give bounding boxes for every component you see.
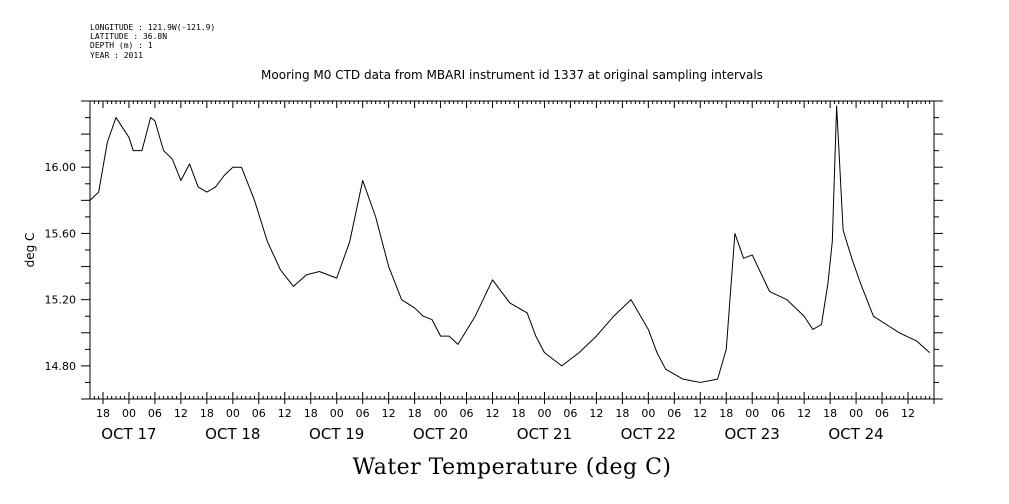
y-tick-label: 15.60 xyxy=(45,227,77,240)
x-day-label: OCT 21 xyxy=(517,425,572,443)
axis-ticks xyxy=(81,100,943,404)
x-day-label: OCT 20 xyxy=(413,425,468,443)
meta-longitude: LONGITUDE : 121.9W(-121.9) xyxy=(90,23,215,32)
x-hour-label: 12 xyxy=(278,407,292,420)
x-hour-label: 12 xyxy=(797,407,811,420)
x-hour-label: 00 xyxy=(537,407,551,420)
x-hour-label: 06 xyxy=(460,407,474,420)
x-hour-label: 00 xyxy=(434,407,448,420)
y-tick-labels: 16.00 15.60 15.20 14.80 xyxy=(45,161,77,373)
x-hour-label: 06 xyxy=(667,407,681,420)
meta-year: YEAR : 2011 xyxy=(90,51,143,60)
x-hour-label: 00 xyxy=(641,407,655,420)
x-hour-label: 06 xyxy=(563,407,577,420)
x-day-label: OCT 17 xyxy=(101,425,156,443)
x-hour-tick-labels: 18 00 06 12 18 00 06 12 18 00 06 12 18 00 06 12 18 00 06 12… xyxy=(96,407,915,420)
x-day-label: OCT 24 xyxy=(828,425,883,443)
x-hour-label: 18 xyxy=(823,407,837,420)
x-day-label: OCT 23 xyxy=(725,425,780,443)
x-hour-label: 06 xyxy=(252,407,266,420)
x-hour-label: 18 xyxy=(719,407,733,420)
x-hour-label: 12 xyxy=(174,407,188,420)
x-hour-label: 12 xyxy=(901,407,915,420)
x-hour-label: 00 xyxy=(226,407,240,420)
x-hour-label: 18 xyxy=(511,407,525,420)
x-hour-label: 06 xyxy=(875,407,889,420)
y-tick-label: 16.00 xyxy=(45,161,77,174)
x-hour-label: 00 xyxy=(330,407,344,420)
x-day-label: OCT 19 xyxy=(309,425,364,443)
x-hour-label: 12 xyxy=(693,407,707,420)
meta-depth: DEPTH (m) : 1 xyxy=(90,41,153,50)
x-day-labels: OCT 17 OCT 18 OCT 19 OCT 20 OCT 21 OCT 22 OCT … xyxy=(101,425,883,443)
plot-frame xyxy=(89,100,935,400)
x-hour-label: 12 xyxy=(486,407,500,420)
x-hour-label: 00 xyxy=(849,407,863,420)
y-tick-label: 15.20 xyxy=(45,294,77,307)
x-hour-label: 12 xyxy=(382,407,396,420)
x-day-label: OCT 22 xyxy=(621,425,676,443)
meta-latitude: LATITUDE : 36.8N xyxy=(90,32,167,41)
x-hour-label: 18 xyxy=(96,407,110,420)
x-hour-label: 06 xyxy=(771,407,785,420)
x-hour-label: 00 xyxy=(122,407,136,420)
series-line xyxy=(89,105,931,383)
x-hour-label: 06 xyxy=(356,407,370,420)
x-axis-label: Water Temperature (deg C) xyxy=(353,455,672,480)
x-day-label: OCT 18 xyxy=(205,425,260,443)
x-hour-label: 06 xyxy=(148,407,162,420)
x-hour-label: 18 xyxy=(615,407,629,420)
y-tick-label: 14.80 xyxy=(45,360,77,373)
x-hour-label: 18 xyxy=(408,407,422,420)
x-hour-label: 18 xyxy=(304,407,318,420)
chart-title: Mooring M0 CTD data from MBARI instrumen… xyxy=(261,68,763,82)
y-axis-label: deg C xyxy=(23,233,37,268)
x-hour-label: 12 xyxy=(589,407,603,420)
x-hour-label: 18 xyxy=(200,407,214,420)
x-hour-label: 00 xyxy=(745,407,759,420)
